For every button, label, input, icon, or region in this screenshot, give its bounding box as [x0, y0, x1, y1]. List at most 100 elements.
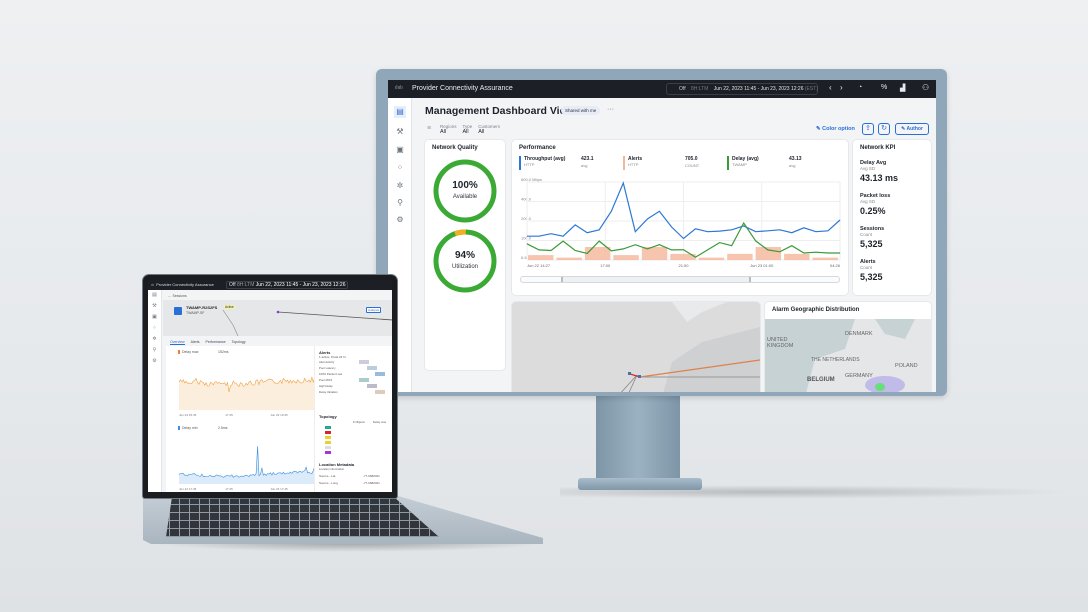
- data-point: [791, 245, 793, 247]
- session-map[interactable]: [512, 302, 760, 392]
- data-point: [610, 250, 612, 252]
- legend-value: 152ms: [218, 350, 229, 354]
- y-tick-label: 600.0 Mbps: [521, 177, 542, 182]
- alert-cell: [375, 372, 385, 376]
- alerts-bar: [784, 253, 810, 260]
- author-button[interactable]: ✎ Author: [895, 123, 929, 135]
- data-point: [671, 249, 672, 251]
- layers-icon[interactable]: ⧉: [921, 302, 926, 305]
- network-icon[interactable]: ✲: [152, 336, 157, 342]
- node[interactable]: [325, 436, 331, 439]
- range-preset[interactable]: 8H:LTM: [236, 282, 255, 288]
- analysis-button[interactable]: Analysis: [366, 307, 382, 313]
- sidebar: ▤ ⚒ ▣ ⁘ ✲ ⚲ ⚙: [148, 290, 162, 492]
- alert-cell: [359, 378, 369, 382]
- node[interactable]: [325, 441, 331, 444]
- more-menu[interactable]: ···: [607, 106, 614, 113]
- node-marker: [638, 375, 641, 378]
- date-range[interactable]: Jun 22, 2023 11:45 - Jun 23, 2023 12:26: [255, 282, 346, 288]
- session-map-strip[interactable]: [163, 300, 392, 337]
- alert-cell: [359, 360, 369, 364]
- dashboard-icon[interactable]: ▤: [394, 106, 406, 118]
- filter-regions[interactable]: Regions All: [440, 124, 457, 135]
- dashboard-icon[interactable]: ▤: [152, 292, 157, 298]
- sessions-icon[interactable]: ⁘: [152, 325, 157, 331]
- wrench-icon[interactable]: ⚒: [396, 127, 404, 136]
- data-point: [755, 240, 757, 242]
- location-value: -77.0680321: [363, 474, 380, 478]
- legend-value: 705.0: [685, 156, 698, 162]
- legend-agg: avg: [789, 163, 796, 168]
- route-start: [276, 310, 280, 314]
- prev-range-icon[interactable]: ‹: [829, 83, 832, 92]
- export-button[interactable]: ⇪: [862, 123, 874, 135]
- europe-map[interactable]: UNITED KINGDOM DENMARK THE NETHERLANDS G…: [765, 319, 931, 392]
- slider-selection[interactable]: [561, 277, 751, 282]
- data-point: [538, 249, 540, 251]
- node[interactable]: [325, 451, 331, 454]
- wrench-icon[interactable]: ⚒: [152, 303, 157, 309]
- data-point: [815, 231, 817, 233]
- node[interactable]: [325, 426, 331, 429]
- data-point: [586, 232, 588, 233]
- network-quality-card: Network Quality 100% Available 94% Utili…: [425, 140, 505, 370]
- filters: Regions All Type All Customers All: [440, 124, 500, 135]
- users-settings-icon[interactable]: ⚲: [397, 198, 403, 207]
- status-check-icon[interactable]: ◔: [858, 84, 863, 91]
- time-range-control[interactable]: Off 8H:LTM Jun 22, 2023 11:45 - Jun 23, …: [226, 281, 349, 289]
- users-icon[interactable]: ⚲: [152, 347, 157, 353]
- data-point: [803, 252, 805, 254]
- refresh-toggle[interactable]: Off: [229, 282, 236, 288]
- report-icon[interactable]: ▣: [152, 314, 157, 320]
- location-value: -77.0680321: [363, 481, 380, 485]
- tab-topology[interactable]: Topology: [231, 340, 246, 344]
- data-point: [791, 232, 793, 233]
- range-preset[interactable]: 8H:LTM: [690, 86, 709, 92]
- x-tick-label: 04:26: [830, 263, 841, 268]
- gauge-warning-arc: [433, 229, 497, 293]
- heat-spot: [865, 376, 905, 392]
- data-point: [635, 231, 636, 233]
- tab-alerts[interactable]: Alerts: [190, 340, 200, 344]
- next-range-icon[interactable]: ›: [840, 83, 843, 92]
- data-point: [779, 229, 781, 231]
- report-icon[interactable]: ▣: [396, 145, 404, 154]
- percent-icon[interactable]: %: [881, 84, 888, 91]
- range-slider[interactable]: [520, 276, 840, 283]
- kpi-sub: Count: [860, 232, 873, 237]
- node[interactable]: [325, 431, 331, 434]
- settings-icon[interactable]: ⚙: [152, 358, 157, 364]
- place-label: DENMARK: [845, 331, 873, 337]
- data-point: [719, 242, 720, 243]
- tab-performance[interactable]: Performance: [205, 340, 226, 344]
- time-range-control[interactable]: Off 8H:LTM Jun 22, 2023 11:45 - Jun 23, …: [666, 83, 818, 95]
- tab-overview[interactable]: Overview: [170, 340, 185, 345]
- date-range[interactable]: Jun 22, 2023 11:45 - Jun 23, 2023 12:26: [713, 86, 804, 92]
- refresh-button[interactable]: ↻: [878, 123, 890, 135]
- data-point: [562, 235, 564, 237]
- data-point: [827, 252, 829, 254]
- filter-type[interactable]: Type All: [462, 124, 473, 135]
- network-kpi-card: Network KPI Delay Avg Avg SD 43.13 ms Packe…: [853, 140, 931, 295]
- legend-name: Delay (avg): [732, 156, 759, 162]
- performance-card: Performance Throughput (avg) 423.1 HTTP avg…: [512, 140, 848, 295]
- data-point: [707, 231, 708, 233]
- sessions-icon[interactable]: ⁘: [396, 163, 404, 172]
- data-point: [731, 245, 732, 247]
- card-title: Performance: [519, 145, 556, 151]
- x-tick-label: Jun 23 19:45: [270, 413, 288, 417]
- refresh-toggle[interactable]: Off: [679, 86, 686, 92]
- breadcrumb[interactable]: ← Sessions: [168, 294, 187, 298]
- heat-spot-core: [875, 383, 885, 391]
- filter-icon[interactable]: ≡: [427, 125, 432, 132]
- data-point: [743, 225, 744, 227]
- legend-sub: TWAMP: [732, 162, 747, 167]
- network-icon[interactable]: ✲: [396, 181, 404, 190]
- settings-icon[interactable]: ⚙: [396, 215, 404, 224]
- node[interactable]: [325, 446, 331, 449]
- color-option-link[interactable]: ✎ Color option: [816, 126, 855, 132]
- user-icon[interactable]: ⚇: [922, 83, 930, 92]
- chart-icon[interactable]: ▟: [900, 85, 906, 92]
- filter-customers[interactable]: Customers All: [478, 124, 501, 135]
- data-point: [623, 182, 624, 184]
